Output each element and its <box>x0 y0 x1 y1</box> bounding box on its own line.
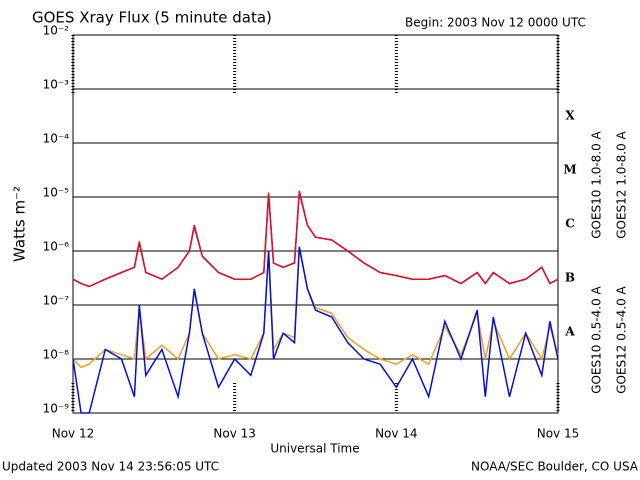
y-tick-label: 10⁻³ <box>43 78 70 92</box>
y-tick-label: 10⁻⁴ <box>43 132 70 146</box>
x-tick-label: Nov 15 <box>537 427 580 441</box>
x-tick-label: Nov 14 <box>375 427 418 441</box>
y-tick-label: 10⁻⁸ <box>43 348 70 362</box>
chart-subtitle: Begin: 2003 Nov 12 0000 UTC <box>405 16 586 30</box>
legend-entry: GOES10 1.0-8.0 A <box>590 130 604 238</box>
legend-entry: GOES10 0.5-4.0 A <box>590 285 604 393</box>
x-tick-label: Nov 13 <box>213 427 256 441</box>
legend-entry: GOES12 1.0-8.0 A <box>615 130 629 238</box>
flare-class-label: B <box>565 271 575 285</box>
flare-class-label: A <box>564 325 575 339</box>
flare-class-label: M <box>563 163 576 177</box>
y-tick-label: 10⁻⁹ <box>43 402 70 416</box>
legend-entry: GOES12 0.5-4.0 A <box>615 285 629 393</box>
x-tick-label: Nov 12 <box>52 427 95 441</box>
x-axis-label: Universal Time <box>270 442 359 456</box>
footer-right: NOAA/SEC Boulder, CO USA <box>471 460 639 474</box>
y-tick-label: 10⁻⁷ <box>43 294 70 308</box>
chart-title: GOES Xray Flux (5 minute data) <box>32 9 272 27</box>
y-tick-label: 10⁻² <box>43 24 70 38</box>
y-axis-label: Watts m⁻² <box>11 186 29 262</box>
y-tick-label: 10⁻⁶ <box>43 240 70 254</box>
y-tick-label: 10⁻⁵ <box>43 186 70 200</box>
flare-class-label: X <box>565 109 575 123</box>
footer-left: Updated 2003 Nov 14 23:56:05 UTC <box>2 460 219 474</box>
flare-class-label: C <box>565 217 575 231</box>
series-line <box>72 190 559 288</box>
series-line <box>72 246 559 414</box>
